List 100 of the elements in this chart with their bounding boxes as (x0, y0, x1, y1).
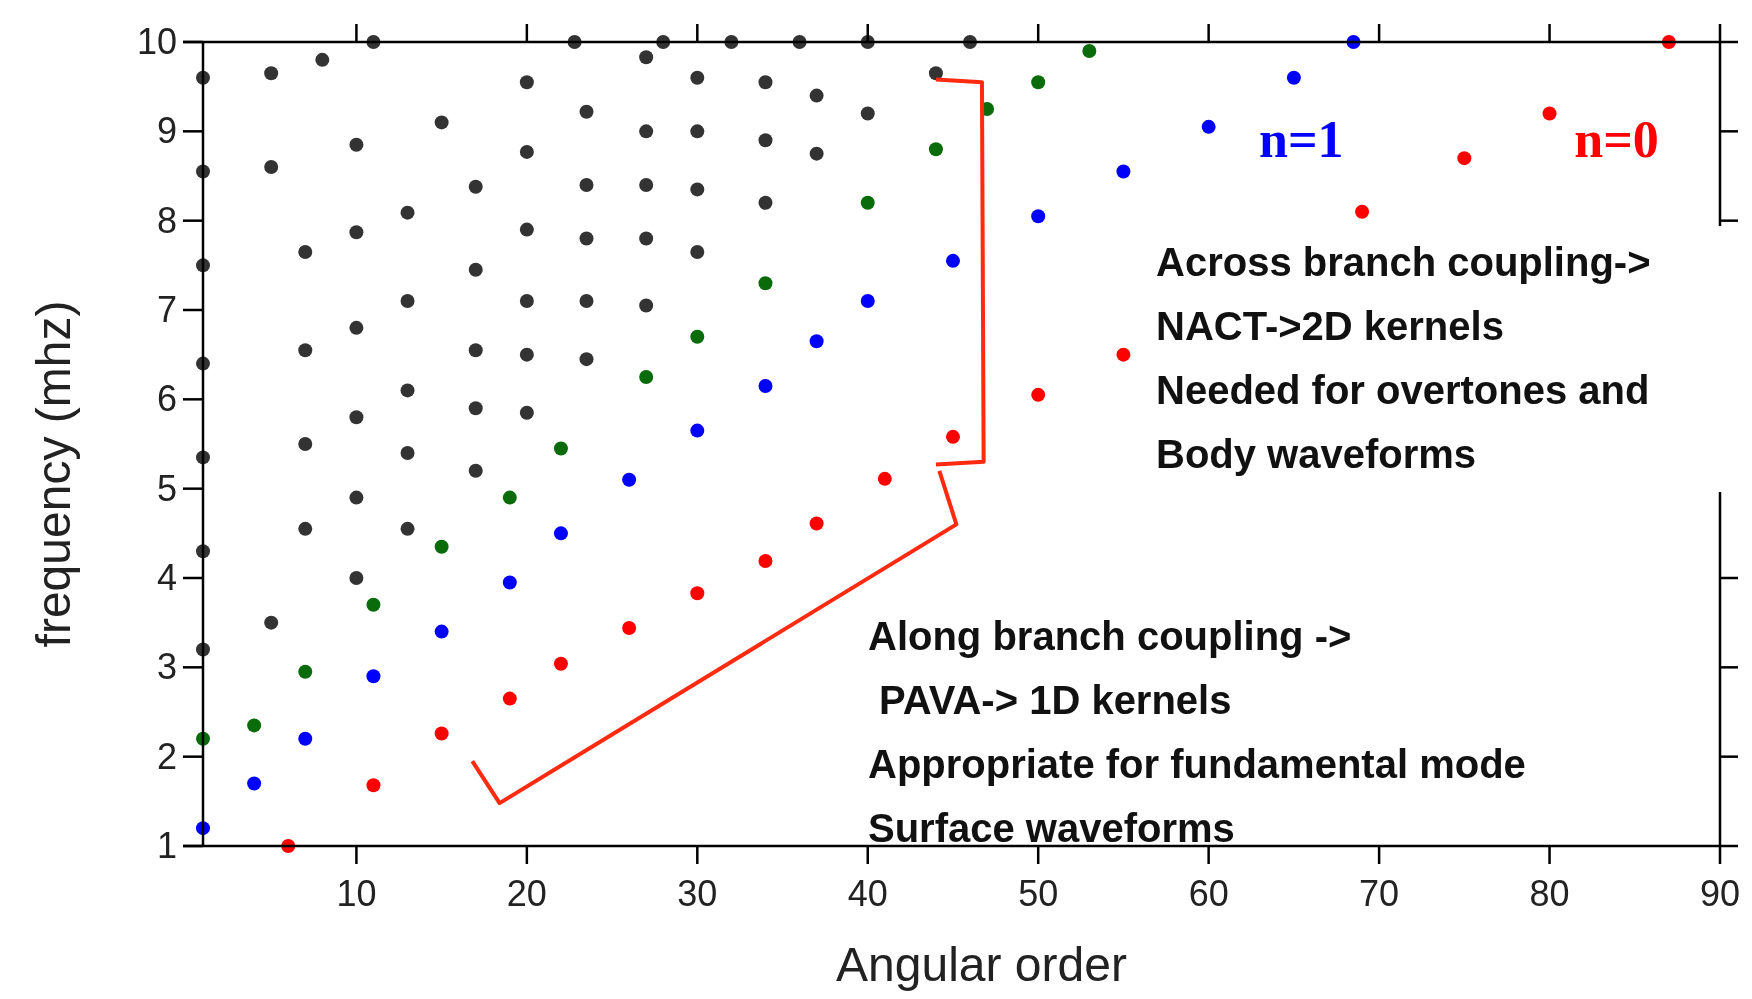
series-label: n=1 (1258, 111, 1344, 168)
x-tick-label: 70 (1359, 873, 1400, 914)
point (877, 471, 892, 486)
point (434, 624, 449, 639)
point (860, 294, 875, 309)
point (1031, 209, 1046, 224)
point (264, 615, 279, 630)
point (945, 429, 960, 444)
point (400, 294, 415, 309)
y-tick-label: 4 (156, 557, 177, 598)
point (366, 597, 381, 612)
point (690, 182, 705, 197)
point (758, 75, 773, 90)
point (809, 516, 824, 531)
x-tick-label: 60 (1188, 873, 1229, 914)
x-tick-label: 10 (336, 873, 377, 914)
point (349, 225, 364, 240)
y-tick-label: 3 (156, 646, 177, 688)
y-tick-label: 5 (156, 467, 177, 509)
point (639, 370, 654, 384)
point (758, 195, 773, 210)
point (1031, 75, 1046, 90)
point (1082, 43, 1097, 58)
point (400, 445, 415, 460)
point (468, 262, 483, 277)
point (928, 142, 943, 157)
y-tick-label: 6 (156, 378, 177, 420)
y-tick-label: 2 (156, 735, 177, 777)
point (264, 160, 279, 175)
point (579, 177, 594, 192)
point (579, 352, 594, 367)
point (349, 490, 364, 505)
point (553, 526, 568, 541)
x-tick-label: 20 (506, 873, 547, 914)
y-tick-label: 8 (156, 199, 177, 241)
point (519, 75, 534, 90)
annotation: Along branch coupling -> PAVA-> 1D kernels Appropriate for fundamental mode Surface waveforms (868, 614, 1526, 850)
point (400, 205, 415, 220)
point (519, 347, 534, 362)
point (349, 571, 364, 585)
point (690, 423, 705, 438)
y-tick-label: 7 (156, 289, 177, 330)
point (502, 575, 517, 590)
point (1457, 151, 1472, 166)
point (315, 52, 330, 67)
point (690, 124, 705, 139)
point (468, 463, 483, 478)
point (639, 50, 654, 65)
point (639, 124, 654, 139)
point (1542, 106, 1557, 121)
point (945, 253, 960, 268)
point (553, 656, 568, 671)
x-tick-label: 80 (1529, 873, 1570, 914)
point (553, 441, 568, 456)
x-tick-label: 40 (847, 873, 888, 914)
point (1116, 164, 1131, 179)
point (860, 195, 875, 210)
point (639, 298, 654, 313)
point (298, 521, 313, 536)
point (860, 106, 875, 121)
point (349, 410, 364, 425)
point (579, 104, 594, 119)
point (434, 539, 449, 554)
point (622, 621, 637, 636)
point (468, 343, 483, 358)
point (264, 66, 279, 81)
point (690, 70, 705, 85)
y-tick-label: 1 (156, 825, 177, 866)
point (298, 664, 313, 679)
x-axis-title: Angular order (836, 938, 1127, 991)
point (349, 137, 364, 152)
point (579, 294, 594, 309)
point (247, 718, 262, 733)
point (1031, 387, 1046, 402)
y-tick-label: 10 (136, 21, 177, 62)
point (468, 179, 483, 194)
point (758, 276, 773, 291)
point (690, 244, 705, 259)
point (579, 231, 594, 246)
point (809, 334, 824, 349)
point (1355, 204, 1370, 219)
point (758, 133, 773, 148)
point (502, 691, 517, 706)
point (349, 320, 364, 335)
point (298, 437, 313, 451)
point (622, 472, 637, 487)
series-label: n=0 (1574, 111, 1659, 168)
point (1286, 70, 1301, 85)
point (690, 329, 705, 344)
point (400, 383, 415, 398)
y-tick-label: 9 (156, 110, 177, 152)
y-axis-title: frequency (mhz) (27, 300, 80, 648)
point (1201, 119, 1216, 134)
point (690, 586, 705, 601)
point (519, 294, 534, 309)
point (758, 378, 773, 393)
point (1116, 347, 1131, 362)
x-tick-label: 30 (677, 873, 718, 914)
point (519, 405, 534, 420)
point (809, 88, 824, 103)
